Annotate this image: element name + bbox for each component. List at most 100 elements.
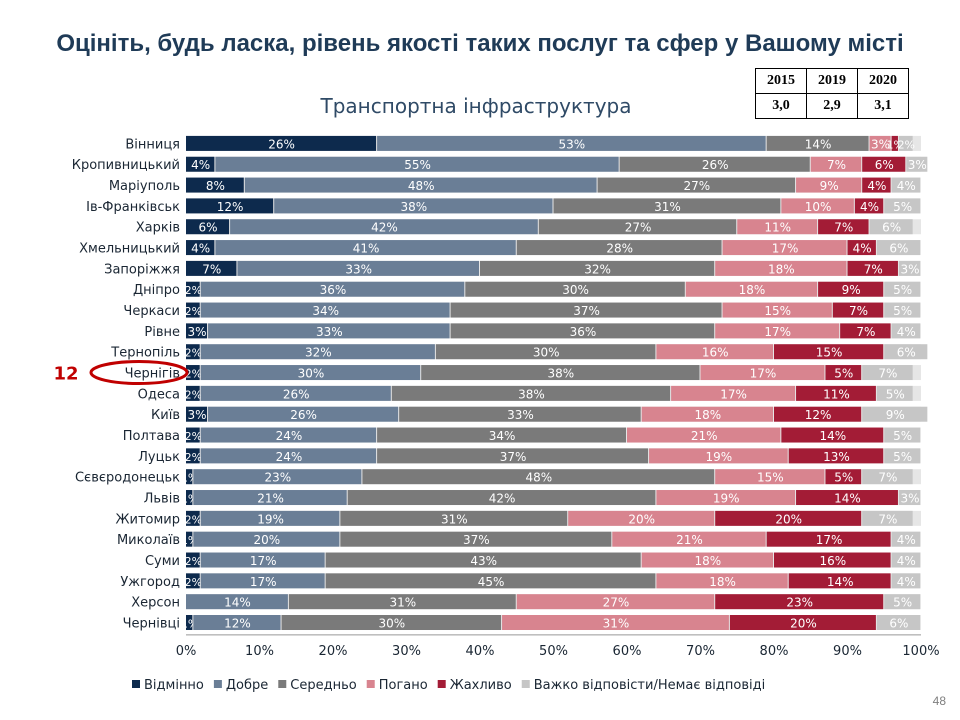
data-label: 30% [562,283,589,297]
bar-segment-відмінно [186,281,200,297]
bar-segment-жахливо [774,406,862,422]
category-label: Вінниця [125,137,180,152]
bar-segment-добре [377,135,766,151]
bar-segment-добре [208,406,399,422]
bar-segment-жахливо [847,240,876,256]
bar-segment-погано [869,135,891,151]
category-label: Херсон [131,596,180,611]
x-tick-label: 10% [245,644,274,659]
data-label: 14% [224,596,251,610]
bar-segment-погано [722,240,847,256]
bar-segment-важко-відповісти-немає-відповіді [884,281,920,297]
score-year-2020: 2020 [857,68,909,94]
data-label: 6% [889,242,908,256]
chart-title: Транспортна інфраструктура [320,94,632,118]
data-label: 7% [864,262,883,276]
data-label: 5% [886,387,905,401]
data-label: 12% [224,617,251,631]
data-label: 37% [573,304,600,318]
data-label: 19% [713,492,740,506]
legend-swatch-погано [366,680,375,688]
bar-segment-погано [715,469,825,485]
bar-segment-середньо [553,198,781,214]
data-label: 5% [834,367,853,381]
data-label: 34% [312,304,339,318]
bar-segment-відмінно [186,385,200,401]
data-label: 41% [353,242,380,256]
data-label: 2% [185,555,202,568]
bar-segment-відмінно [186,448,200,464]
bar-segment-погано [656,490,796,506]
bar-segment-відмінно [186,156,215,172]
data-label: 21% [691,429,718,443]
bar-segment-середньо [619,156,810,172]
data-label: 26% [283,387,310,401]
category-label: Миколаїв [117,533,180,548]
x-tick-label: 90% [833,644,862,659]
data-label: 4% [867,179,886,193]
bar-segment-середньо [340,531,612,547]
data-label: 21% [676,533,703,547]
bar-segment-важко-відповісти-немає-відповіді [906,156,928,172]
bar-segment-відмінно [186,323,208,339]
data-label: 16% [819,554,846,568]
bar-segment-добре [200,448,377,464]
bar-segment-важко-відповісти-немає-відповіді [869,219,913,235]
data-label: 2% [185,430,202,443]
bar-segment-відмінно [186,219,230,235]
data-label: 7% [849,304,868,318]
highlight-ellipse [89,360,189,386]
bar-segment-середньо [465,281,685,297]
data-label: 17% [250,575,277,589]
score-year-2019: 2019 [806,68,858,94]
bar-segment-відмінно [186,135,377,151]
data-label: 38% [518,387,545,401]
bar-segment-жахливо [774,552,891,568]
bar-segment-жахливо [832,302,884,318]
bar-segment-добре [193,531,340,547]
bar-segment-погано [722,302,832,318]
legend-label: Погано [379,678,428,693]
bar-segment-відмінно [186,469,193,485]
bar-segment-погано [649,448,788,464]
category-label: Чернівці [123,617,180,632]
category-label: Запоріжжя [104,262,180,277]
bar-segment-середньо [281,615,502,631]
bar-segment-добре [200,573,325,589]
data-label: 7% [834,221,853,235]
bar-segment-погано [810,156,862,172]
data-label: 53% [559,137,586,151]
data-label: 6% [882,221,901,235]
category-label: Дніпро [133,283,180,298]
bar-segment-жахливо [796,490,898,506]
bar-segment-добре [193,615,281,631]
bar-segment-важко-відповісти-немає-відповіді [862,365,913,381]
x-tick-label: 40% [466,644,495,659]
data-label: 11% [823,387,850,401]
bar-segment-погано [502,615,729,631]
data-label: 12% [217,200,244,214]
legend-swatch-відмінно [132,680,140,688]
bar-segment-відмінно [186,552,200,568]
x-tick-label: 50% [539,644,568,659]
data-label: 30% [378,617,405,631]
category-label: Сєвєродонецьк [75,471,180,486]
data-label: 15% [816,346,843,360]
bar-segment-важко-відповісти-немає-відповіді [891,177,920,193]
data-label: 17% [764,325,791,339]
bar-segment-жахливо [825,469,862,485]
bar-segment-погано [568,510,715,526]
bar-segment-жахливо [891,135,898,151]
score-table-years-row: 2015 2019 2020 [755,68,909,94]
score-year-2015: 2015 [755,68,807,94]
bar-segment-жахливо [715,594,884,610]
data-label: 2% [185,368,202,381]
bar-segment-добре [186,594,288,610]
bar-segment-середньо [538,219,737,235]
category-label: Суми [145,554,180,569]
page-number: 48 [932,694,946,708]
data-label: 4% [853,242,872,256]
data-label: 45% [478,575,505,589]
bar-segment-добре [193,469,362,485]
data-label: 2% [185,513,202,526]
